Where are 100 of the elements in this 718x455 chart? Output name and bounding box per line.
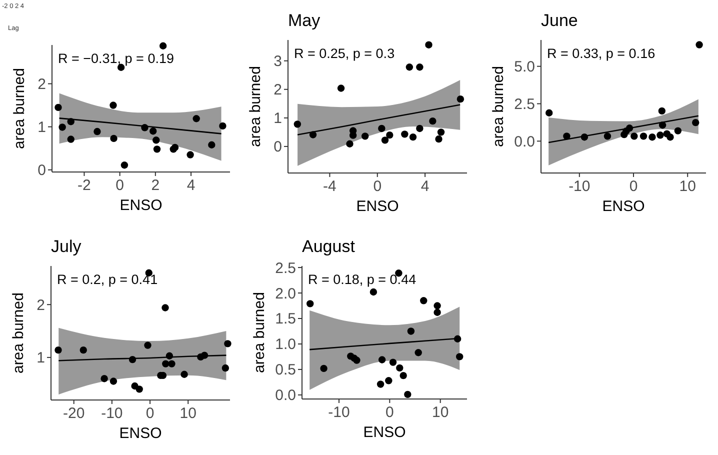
point <box>222 364 230 372</box>
point <box>630 132 638 140</box>
y-tick-label: 2.0 <box>275 285 296 302</box>
point <box>166 352 174 360</box>
point <box>370 288 378 296</box>
point <box>381 136 389 144</box>
point <box>100 374 108 382</box>
line-series <box>58 118 222 134</box>
point <box>54 104 62 112</box>
point <box>456 353 464 360</box>
point <box>110 102 117 109</box>
point <box>67 136 74 143</box>
x-tick-label: -2 <box>78 177 91 194</box>
x-axis-title: ENSO <box>363 424 406 441</box>
point <box>409 133 417 141</box>
y-tick-label: 0.5 <box>275 362 296 379</box>
y-tick-label: 2.5 <box>275 260 296 277</box>
point <box>378 356 386 364</box>
x-tick-label: 0 <box>385 404 394 421</box>
y-tick-label: 3 <box>274 53 282 70</box>
x-tick-label: -10 <box>101 405 123 422</box>
point <box>416 64 424 71</box>
point <box>219 122 226 130</box>
point <box>162 304 169 312</box>
x-axis-title: ENSO <box>120 197 162 214</box>
point <box>401 130 408 138</box>
x-tick-label: 0 <box>146 405 154 422</box>
point <box>58 124 66 131</box>
point <box>309 131 317 138</box>
chart-title: July <box>51 237 82 256</box>
point <box>386 131 394 139</box>
y-tick-label: 1 <box>274 110 282 128</box>
point <box>294 120 302 128</box>
point <box>152 136 160 144</box>
point <box>546 109 553 116</box>
x-axis-title: ENSO <box>356 198 399 215</box>
point <box>389 358 397 366</box>
line-series <box>548 115 700 144</box>
point <box>434 308 441 316</box>
y-tick-label: 1 <box>38 119 46 136</box>
y-axis-title: area burned <box>10 292 27 374</box>
point <box>180 370 188 378</box>
point <box>648 133 656 141</box>
y-tick-label: 0 <box>274 138 282 156</box>
x-tick-label: -20 <box>63 405 85 422</box>
point <box>696 41 703 48</box>
y-axis-title: area burned <box>490 66 507 147</box>
x-tick-label: -10 <box>568 178 590 195</box>
point <box>306 300 314 308</box>
point <box>434 302 441 310</box>
point <box>604 132 612 140</box>
point <box>362 132 369 140</box>
point <box>224 340 232 348</box>
y-axis-title: area burned <box>247 66 264 147</box>
point <box>414 349 422 356</box>
point <box>378 124 386 132</box>
x-tick-label: 0 <box>629 178 638 195</box>
point <box>117 64 125 71</box>
point <box>385 377 392 384</box>
point <box>159 42 167 50</box>
annotation: R = 0.2, p = 0.41 <box>57 272 158 287</box>
y-tick-label: 2 <box>38 76 46 93</box>
point <box>200 352 208 359</box>
point <box>400 372 407 380</box>
point <box>150 128 157 135</box>
point <box>120 162 128 169</box>
annotation: R = −0.31, p = 0.19 <box>58 51 174 66</box>
x-tick-label: 2 <box>151 177 160 194</box>
point <box>666 133 674 141</box>
point <box>153 146 161 153</box>
x-axis-title: ENSO <box>119 425 162 442</box>
y-axis-title: area burned <box>251 292 268 373</box>
point <box>67 118 74 126</box>
chart-title: August <box>302 237 356 256</box>
annotation: R = 0.25, p = 0.3 <box>294 46 395 61</box>
point <box>320 364 328 372</box>
y-tick-label: 1 <box>36 350 45 367</box>
y-tick-label: 5.0 <box>514 58 535 76</box>
x-axis-title: ENSO <box>602 198 645 215</box>
point <box>337 84 345 92</box>
point <box>425 41 432 48</box>
point <box>128 356 136 364</box>
x-tick-label: 4 <box>420 178 430 195</box>
x-tick-label: 4 <box>186 177 196 194</box>
x-tick-label: 0 <box>373 178 382 195</box>
y-tick-label: 1.0 <box>275 336 296 354</box>
point <box>563 132 570 140</box>
x-tick-label: 0 <box>116 177 124 194</box>
point <box>656 132 664 139</box>
point <box>429 117 436 125</box>
y-tick-label: 0.0 <box>275 387 296 404</box>
y-tick-label: 2.5 <box>514 96 535 113</box>
point <box>692 118 700 126</box>
point <box>454 335 462 342</box>
annotation: R = 0.18, p = 0.44 <box>308 272 417 287</box>
point <box>658 122 666 129</box>
point <box>658 107 666 115</box>
point <box>346 140 354 148</box>
point <box>141 124 148 132</box>
point <box>186 151 194 158</box>
